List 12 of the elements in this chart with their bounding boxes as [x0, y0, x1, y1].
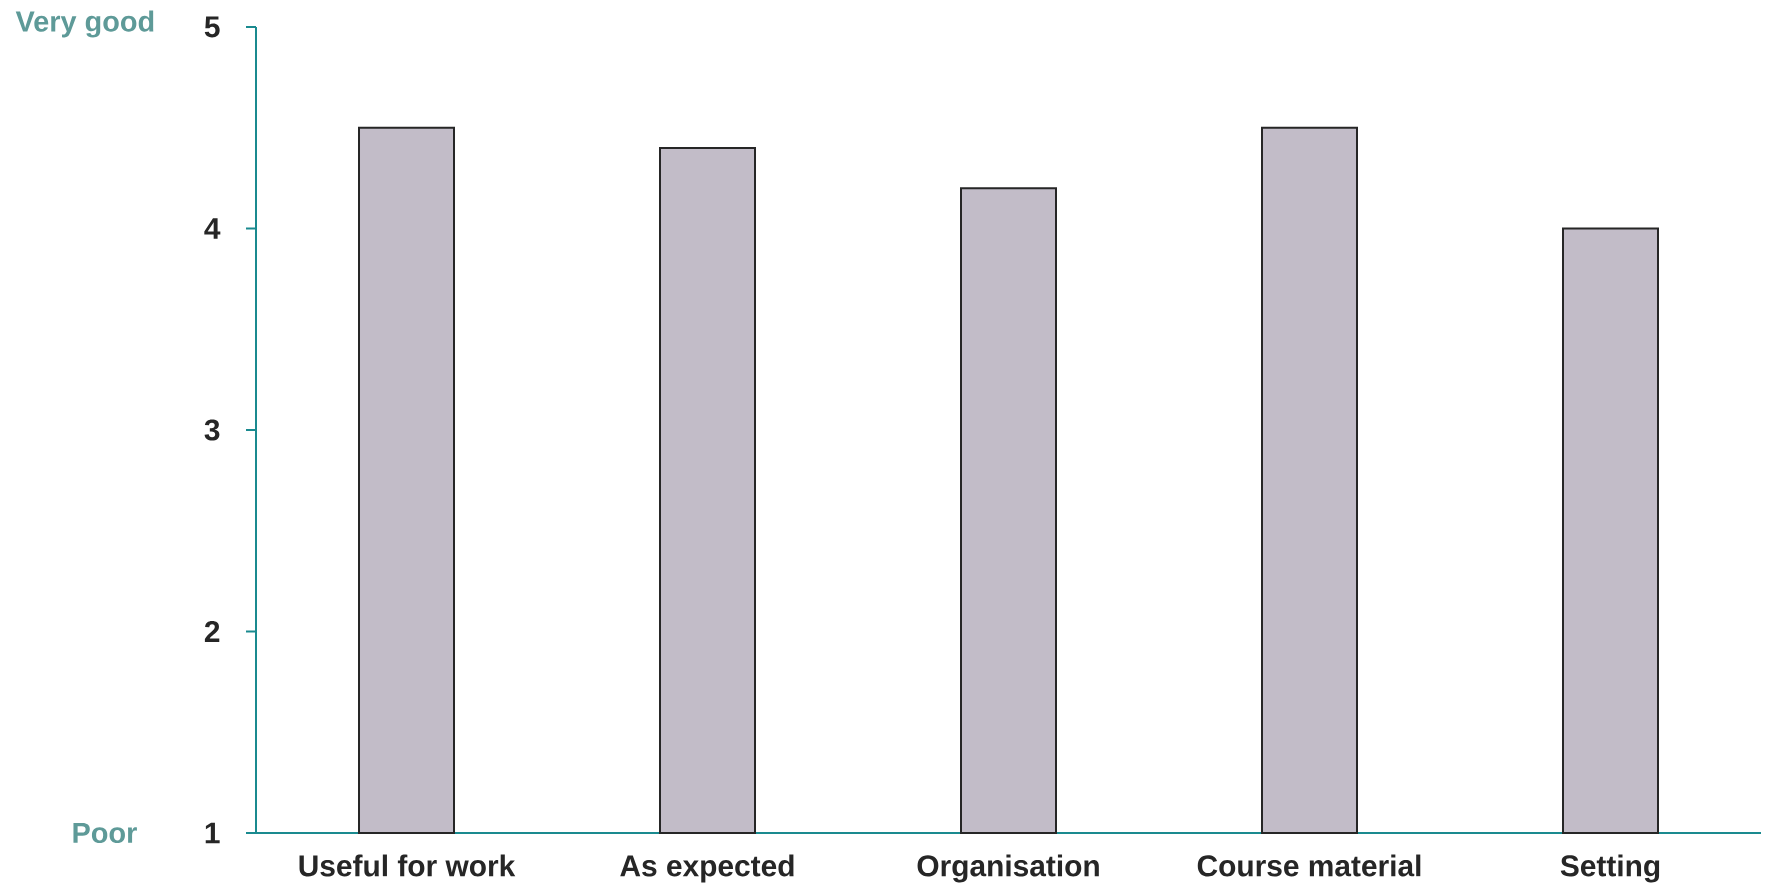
x-tick-label: Organisation — [917, 854, 1099, 883]
y-tick-label: 5 — [204, 16, 220, 38]
y-tick-label: 4 — [204, 218, 221, 239]
text: Poor — [73, 822, 137, 844]
x-tick-label: As expected — [620, 854, 794, 883]
y-tick-label: 3 — [204, 419, 220, 441]
x-tick-label: Course material — [1197, 854, 1421, 877]
x-tick-label: Useful for work — [299, 854, 516, 877]
text: Very good — [15, 10, 154, 38]
x-tick-label: Setting — [1560, 854, 1660, 883]
y-tick-label: 1 — [205, 822, 220, 844]
y-tick-label: 2 — [204, 621, 220, 642]
